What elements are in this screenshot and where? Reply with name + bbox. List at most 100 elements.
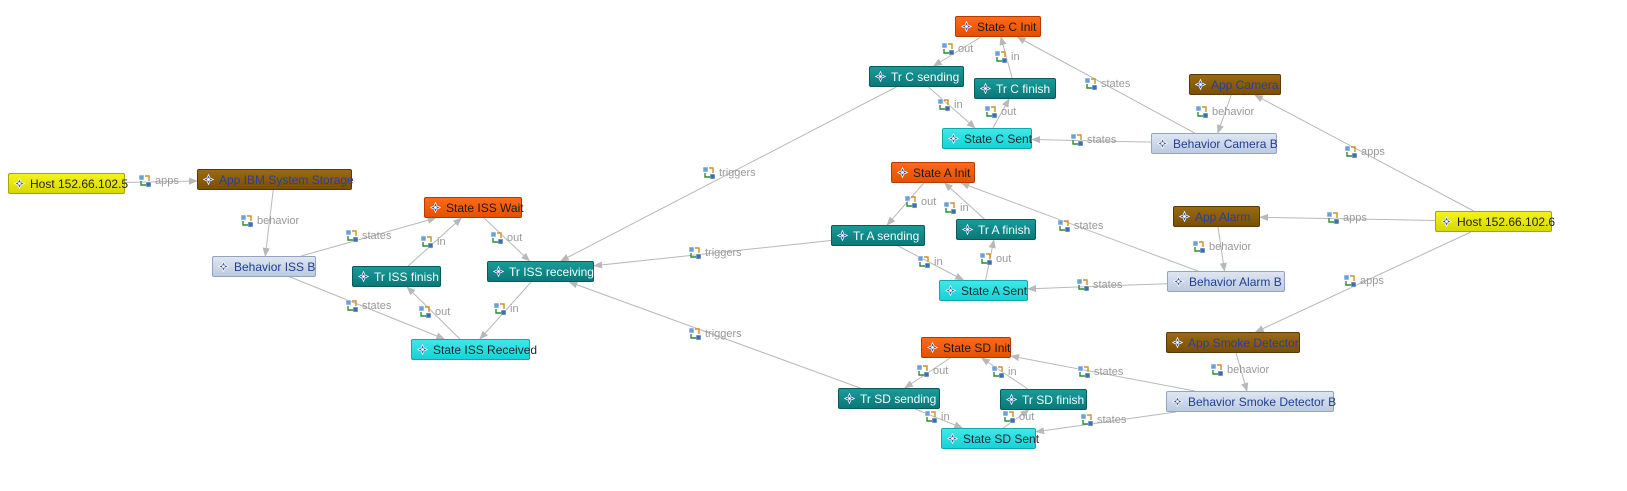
edge-behavior-app_ibm-to-beh_iss [262, 189, 274, 257]
edge-states-beh_iss-to-state_iss_wait [301, 216, 437, 257]
node-tr-a-sending[interactable]: Tr A sending [831, 225, 925, 246]
diamond-gear-icon [896, 166, 909, 179]
edge-label-out: out [984, 105, 1016, 119]
diamond-gear-icon [217, 260, 230, 273]
edge-apps-host2-to-app_camera [1254, 94, 1474, 212]
node-state-sd-init[interactable]: State SD Init [921, 337, 1011, 358]
node-behavior-iss-b[interactable]: Behavior ISS B [212, 256, 316, 277]
edge-triggers-tr_c_sending-to-tr_iss_receiving [559, 86, 897, 262]
edge-states-beh_camera-to-state_c_init [1016, 36, 1195, 134]
diamond-gear-icon [13, 177, 26, 190]
relation-icon [916, 364, 930, 378]
relation-icon [688, 327, 702, 341]
edge-label-behavior: behavior [1192, 240, 1251, 254]
edge-label-triggers: triggers [702, 166, 756, 180]
edge-in-tr_sd_sending-to-state_sd_sent [914, 408, 964, 429]
node-behavior-alarm-b[interactable]: Behavior Alarm B [1167, 271, 1285, 292]
edge-label-triggers: triggers [688, 246, 742, 260]
relation-icon [1070, 133, 1084, 147]
edge-label-states: states [1077, 365, 1123, 379]
diamond-gear-icon [1005, 393, 1018, 406]
node-state-iss-wait[interactable]: State ISS Wait [424, 197, 524, 218]
node-tr-iss-finish[interactable]: Tr ISS finish [352, 266, 441, 287]
relation-icon [1080, 413, 1094, 427]
edge-label-out: out [1002, 410, 1034, 424]
node-app-camera[interactable]: App Camera [1189, 74, 1281, 95]
edge-label-apps: apps [1343, 274, 1384, 288]
relation-icon [493, 302, 507, 316]
node-host-152-66-102-6[interactable]: Host 152.66.102.6 [1435, 211, 1555, 232]
diamond-gear-icon [1156, 137, 1169, 150]
node-tr-iss-receiving[interactable]: Tr ISS receiving [487, 261, 594, 282]
edge-states-beh_alarm-to-state_a_sent [1027, 283, 1168, 293]
relation-icon [1210, 363, 1224, 377]
node-host-152-66-102-5[interactable]: Host 152.66.102.5 [8, 173, 128, 194]
relation-icon [418, 305, 432, 319]
relation-icon [1057, 219, 1071, 233]
node-app-smoke-detector[interactable]: App Smoke Detector [1166, 332, 1300, 353]
diamond-gear-icon [416, 343, 429, 356]
edge-label-in: in [994, 50, 1020, 64]
node-state-sd-sent[interactable]: State SD Sent [941, 428, 1039, 449]
relation-icon [1076, 278, 1090, 292]
edge-label-states: states [1080, 413, 1126, 427]
node-tr-c-sending[interactable]: Tr C sending [869, 66, 964, 87]
edge-triggers-tr_sd_sending-to-tr_iss_receiving [568, 281, 861, 389]
relation-icon [994, 50, 1008, 64]
diamond-gear-icon [960, 20, 973, 33]
edge-label-apps: apps [1344, 145, 1385, 159]
node-tr-a-finish[interactable]: Tr A finish [956, 219, 1036, 240]
node-behavior-smoke-detector-b[interactable]: Behavior Smoke Detector B [1166, 391, 1336, 412]
edge-label-states: states [1057, 219, 1103, 233]
relation-icon [984, 105, 998, 119]
edge-behavior-app_smoke-to-beh_smoke [1235, 352, 1249, 392]
relation-icon [702, 166, 716, 180]
edge-label-triggers: triggers [688, 327, 742, 341]
relation-icon [1344, 145, 1358, 159]
diamond-gear-icon [947, 132, 960, 145]
node-app-alarm[interactable]: App Alarm [1173, 206, 1260, 227]
diamond-gear-icon [1194, 78, 1207, 91]
edge-in-tr_c_sending-to-state_c_sent [928, 86, 976, 129]
diamond-gear-icon [961, 223, 974, 236]
edge-label-in: in [917, 255, 943, 269]
edge-in-tr_c_finish-to-state_c_init [999, 36, 1013, 79]
relation-icon [979, 252, 993, 266]
edge-out-state_c_sent-to-tr_c_finish [992, 98, 1010, 129]
edge-in-tr_a_finish-to-state_a_init [943, 182, 985, 220]
node-state-a-init[interactable]: State A Init [891, 162, 975, 183]
relation-icon [490, 231, 504, 245]
edge-label-in: in [937, 98, 963, 112]
node-state-c-sent[interactable]: State C Sent [942, 128, 1032, 149]
relation-icon [1192, 240, 1206, 254]
diamond-gear-icon [926, 341, 939, 354]
edge-label-apps: apps [1326, 211, 1367, 225]
edge-label-in: in [924, 410, 950, 424]
diamond-gear-icon [429, 201, 442, 214]
relation-icon [345, 299, 359, 313]
node-state-c-init[interactable]: State C Init [955, 16, 1041, 37]
diamond-gear-icon [843, 392, 856, 405]
edge-apps-host2-to-app_alarm [1259, 213, 1436, 222]
diamond-gear-icon [357, 270, 370, 283]
node-state-iss-received[interactable]: State ISS Received [411, 339, 537, 360]
node-tr-sd-sending[interactable]: Tr SD sending [838, 388, 940, 409]
relation-icon [1326, 211, 1340, 225]
diamond-gear-icon [1440, 215, 1453, 228]
node-app-ibm-system-storage[interactable]: App IBM System Storage [197, 169, 354, 190]
node-tr-sd-finish[interactable]: Tr SD finish [1000, 389, 1087, 410]
edge-out-state_c_init-to-tr_c_sending [932, 36, 982, 67]
edge-out-state_sd_sent-to-tr_sd_finish [1003, 409, 1030, 429]
node-tr-c-finish[interactable]: Tr C finish [974, 78, 1056, 99]
diamond-gear-icon [202, 173, 215, 186]
relation-icon [1084, 77, 1098, 91]
edge-label-in: in [991, 365, 1017, 379]
relation-icon [138, 174, 152, 188]
edge-triggers-tr_a_sending-to-tr_iss_receiving [593, 240, 832, 269]
relation-icon [345, 229, 359, 243]
diamond-gear-icon [836, 229, 849, 242]
node-state-a-sent[interactable]: State A Sent [939, 280, 1028, 301]
node-behavior-camera-b[interactable]: Behavior Camera B [1151, 133, 1278, 154]
